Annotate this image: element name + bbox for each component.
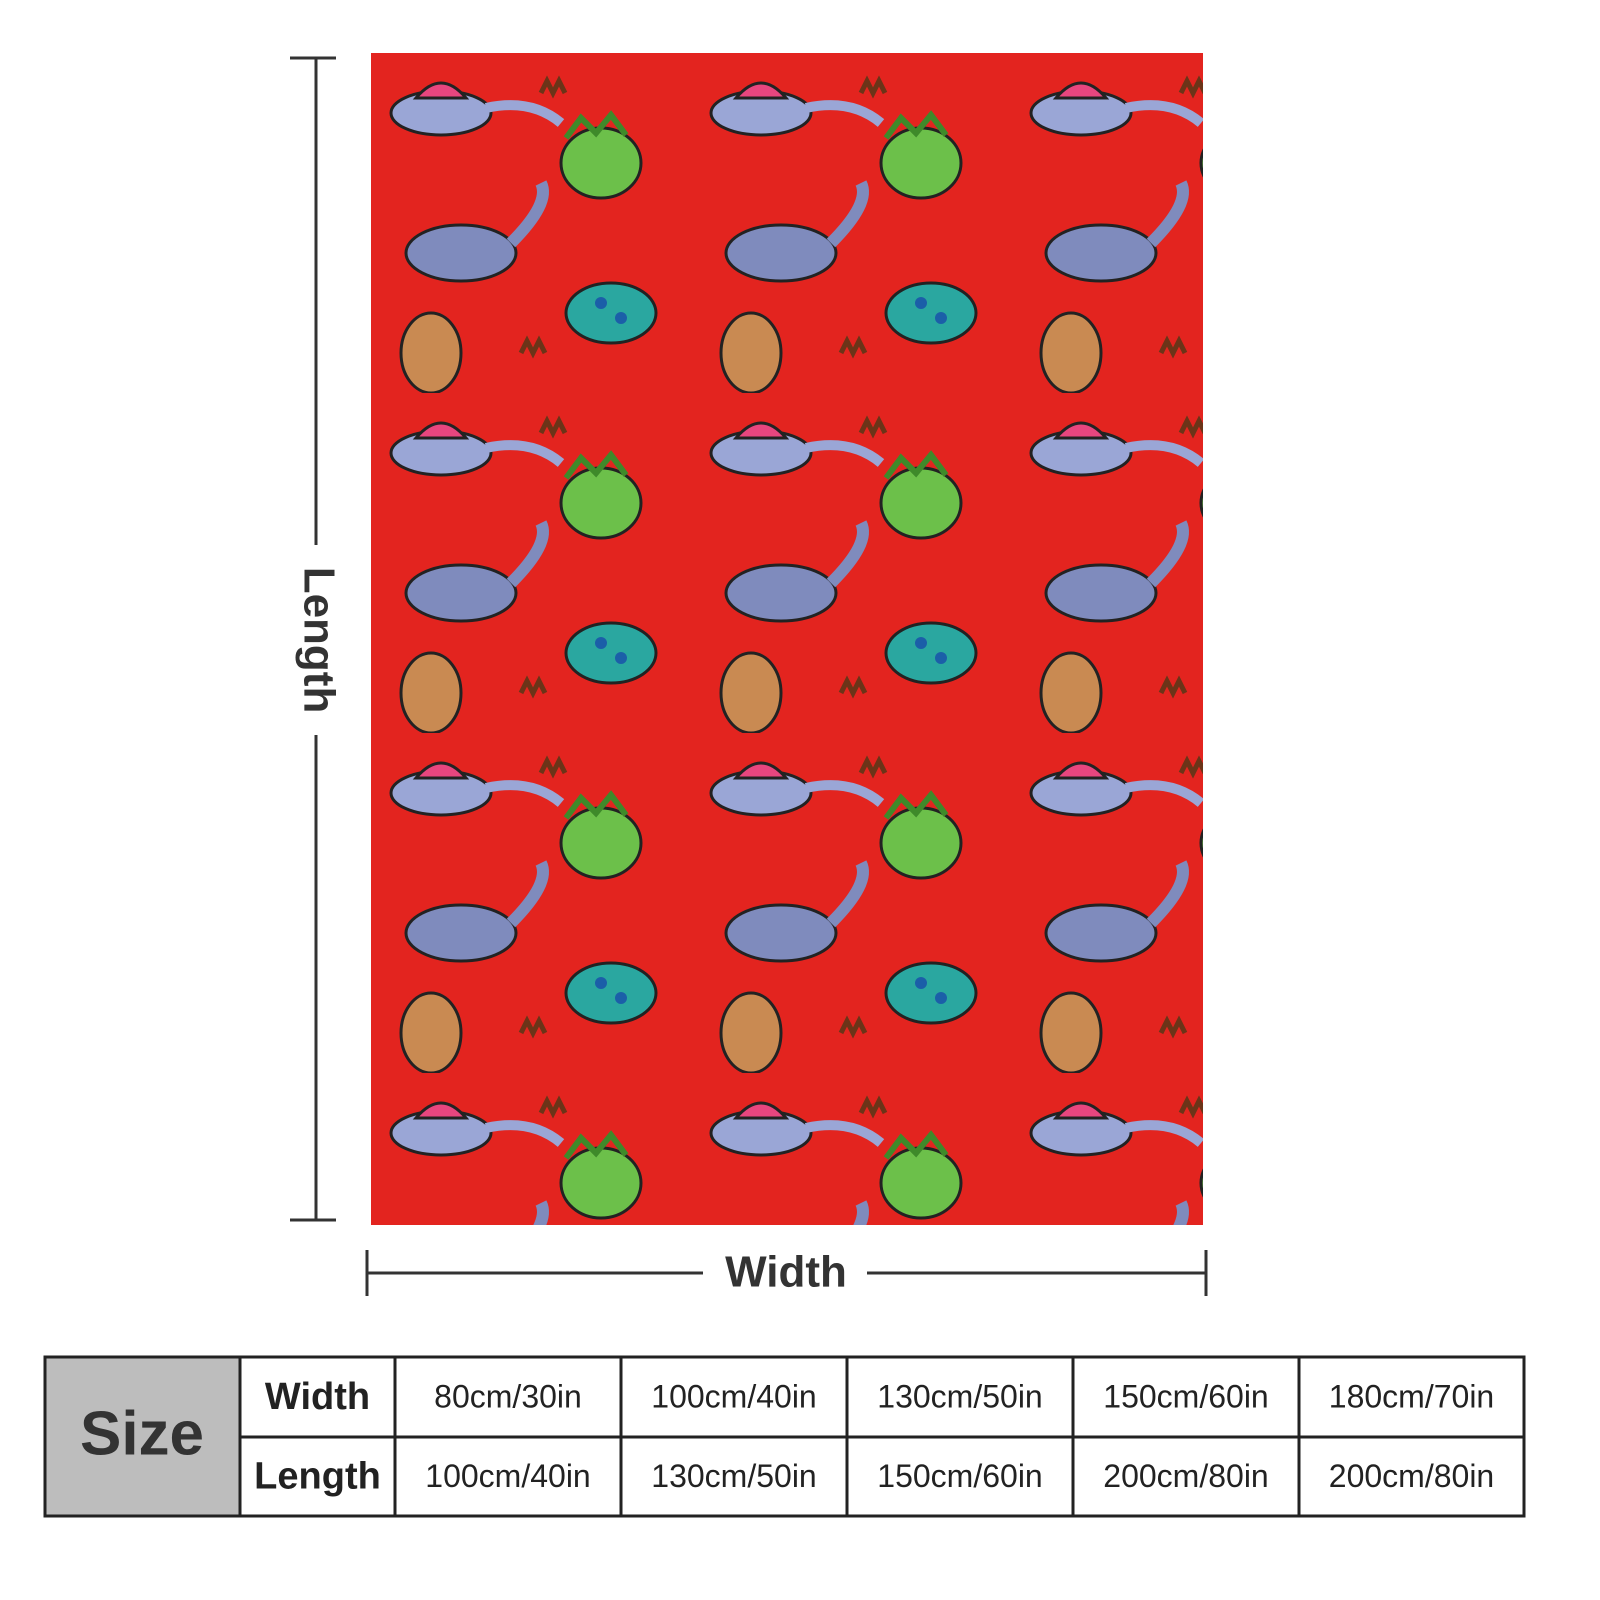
cell-text: 100cm/40in [425,1458,590,1494]
width-dimension [365,1250,1208,1296]
cell-text: 200cm/80in [1329,1458,1494,1494]
size-header: Size [80,1399,204,1468]
table-cell [845,1435,1075,1518]
blanket [371,53,1203,1225]
cell-text: 130cm/50in [651,1458,816,1494]
cell-text: 200cm/80in [1103,1458,1268,1494]
length-label: Length [294,567,343,714]
cell-text: 100cm/40in [651,1378,816,1414]
row-header: Width [265,1376,370,1418]
cell-text: 150cm/60in [1103,1378,1268,1414]
table-cell [238,1435,397,1518]
row-header: Length [254,1456,381,1498]
size-table: Size Width 80cm/30in 100cm/40in 130cm/50in 1… [43,1355,1526,1518]
cell-text: 150cm/60in [877,1458,1042,1494]
table-cell [1297,1355,1526,1439]
table-cell [1297,1435,1526,1518]
length-dimension [290,56,336,1222]
table-cell [1071,1435,1301,1518]
cell-text: 130cm/50in [877,1378,1042,1414]
cell-text: 180cm/70in [1329,1378,1494,1414]
table-cell [1071,1355,1301,1439]
width-label: Width [725,1248,847,1297]
cell-text: 80cm/30in [434,1378,582,1414]
size-header-cell [43,1355,242,1518]
table-cell [393,1435,623,1518]
